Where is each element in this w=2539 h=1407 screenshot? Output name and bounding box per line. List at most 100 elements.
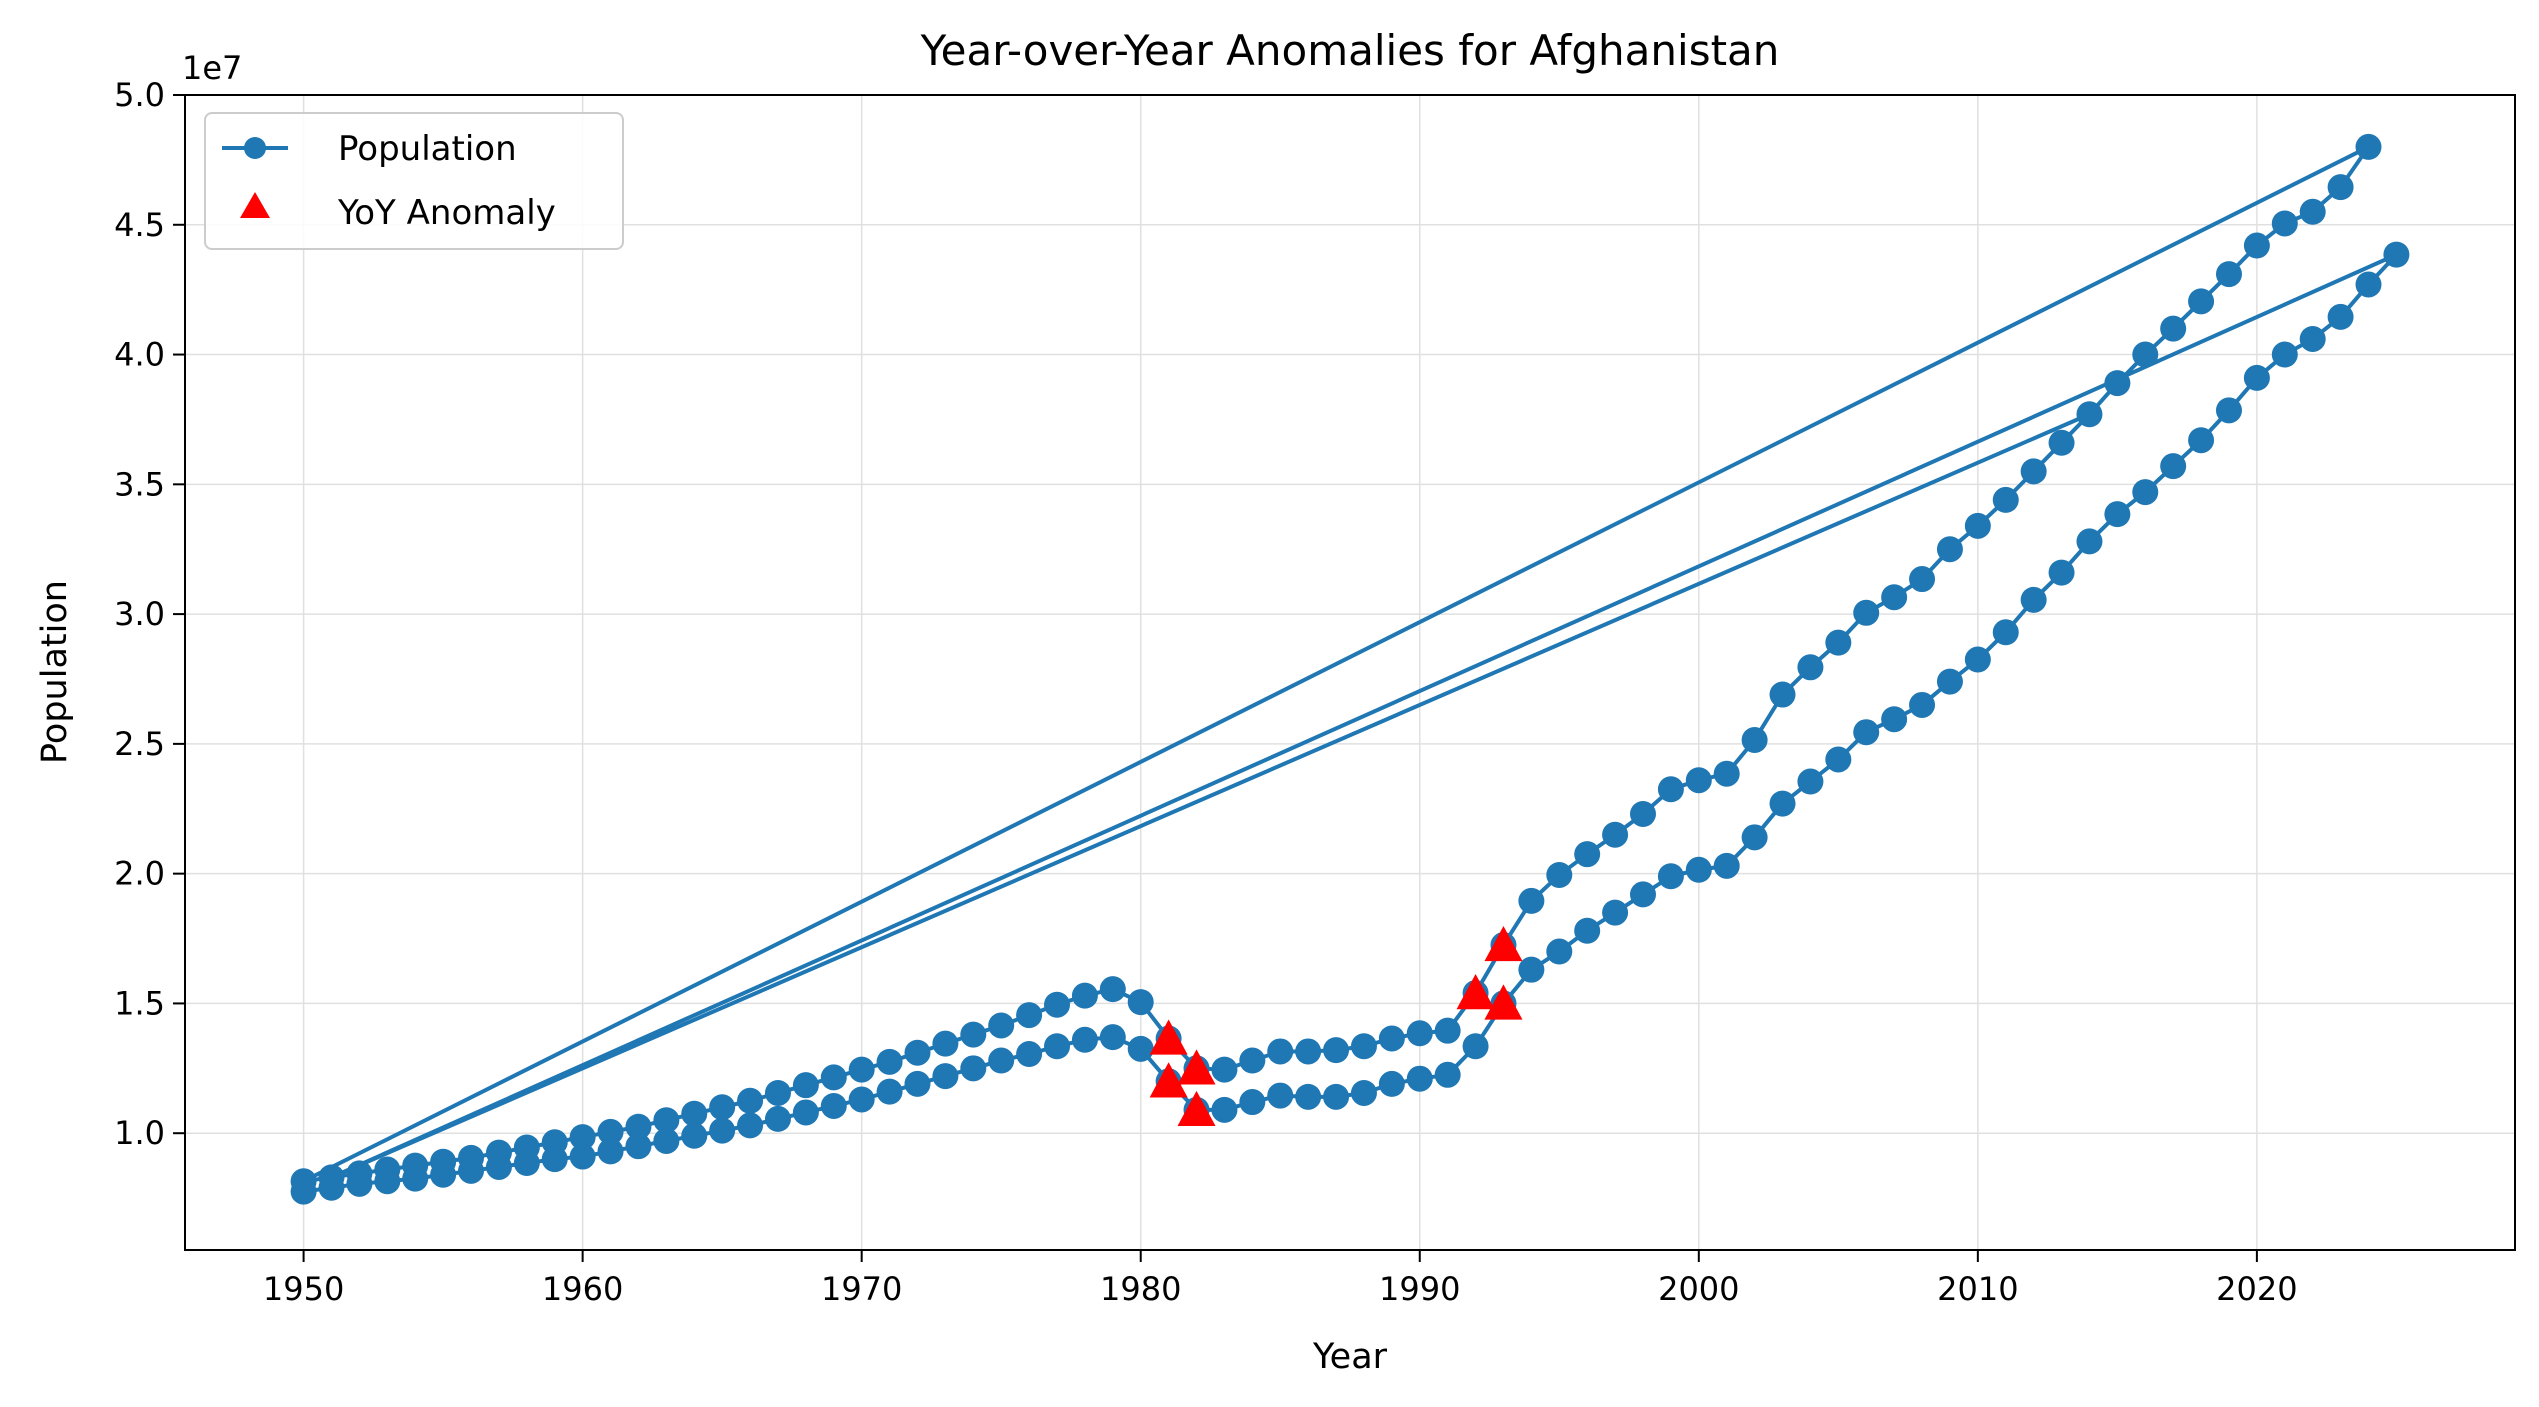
population-point	[1350, 1079, 1377, 1106]
population-point	[2271, 341, 2298, 368]
yoy-anomaly-marker	[1149, 1019, 1188, 1055]
x-tick-label: 1960	[542, 1270, 623, 1308]
population-point	[1099, 1024, 1126, 1051]
plot-data	[290, 133, 2410, 1205]
population-point	[737, 1087, 764, 1114]
population-point	[2215, 397, 2242, 424]
yoy-anomaly-marker	[1484, 926, 1523, 962]
population-point	[820, 1064, 847, 1091]
population-point	[2160, 315, 2187, 342]
population-point	[848, 1056, 875, 1083]
population-point	[1378, 1070, 1405, 1097]
population-point	[2299, 198, 2326, 225]
legend-box	[204, 112, 624, 250]
population-point	[1825, 746, 1852, 773]
x-axis-title: Year	[1312, 1337, 1388, 1377]
x-tick-label: 2000	[1658, 1270, 1739, 1308]
population-point	[318, 1174, 345, 1201]
population-point	[2132, 479, 2159, 506]
population-point	[1295, 1038, 1322, 1065]
y-tick-label: 1.5	[114, 984, 165, 1022]
population-point	[764, 1079, 791, 1106]
plot-frame	[184, 94, 2516, 1251]
population-point	[1713, 760, 1740, 787]
population-point	[1881, 584, 1908, 611]
population-point	[1602, 899, 1629, 926]
population-point	[2076, 401, 2103, 428]
population-point	[1769, 790, 1796, 817]
legend-triangle-marker-icon	[240, 192, 270, 218]
population-point	[2243, 232, 2270, 259]
population-point	[1434, 1017, 1461, 1044]
population-point	[1350, 1033, 1377, 1060]
population-point	[792, 1072, 819, 1099]
population-point	[1741, 726, 1768, 753]
population-point	[1071, 1026, 1098, 1053]
population-point	[2383, 241, 2410, 268]
population-point	[1629, 881, 1656, 908]
population-point	[1016, 1002, 1043, 1029]
population-point	[1546, 861, 1573, 888]
population-point	[709, 1094, 736, 1121]
population-point	[2020, 458, 2047, 485]
population-point	[1741, 824, 1768, 851]
population-point	[625, 1113, 652, 1140]
population-line-segment	[302, 145, 2370, 1184]
population-point	[625, 1133, 652, 1160]
population-point	[2048, 559, 2075, 586]
population-point	[653, 1107, 680, 1134]
population-point	[346, 1170, 373, 1197]
population-point	[1992, 486, 2019, 513]
population-point	[1546, 938, 1573, 965]
population-point	[681, 1100, 708, 1127]
y-tick-label: 2.5	[114, 725, 165, 763]
population-point	[485, 1153, 512, 1180]
population-point	[1853, 719, 1880, 746]
population-point	[1406, 1065, 1433, 1092]
population-point	[960, 1055, 987, 1082]
legend-label-population: Population	[338, 129, 517, 169]
population-point	[1769, 681, 1796, 708]
population-point	[876, 1078, 903, 1105]
population-point	[1099, 976, 1126, 1003]
population-point	[1239, 1089, 1266, 1116]
x-tick-label: 1970	[821, 1270, 902, 1308]
population-point	[848, 1086, 875, 1113]
yoy-anomaly-marker	[1484, 984, 1523, 1020]
population-point	[2355, 271, 2382, 298]
population-point	[1267, 1082, 1294, 1109]
legend-label-yoy-anomaly: YoY Anomaly	[337, 193, 556, 233]
y-axis-offset-label: 1e7	[182, 49, 242, 87]
population-point	[1518, 956, 1545, 983]
population-point	[960, 1021, 987, 1048]
population-point	[1323, 1037, 1350, 1064]
population-point	[1044, 991, 1071, 1018]
population-point	[1295, 1083, 1322, 1110]
population-point	[1797, 654, 1824, 681]
population-point	[1936, 668, 1963, 695]
population-point	[1211, 1096, 1238, 1123]
population-point	[1685, 856, 1712, 883]
population-point	[681, 1122, 708, 1149]
x-tick-label: 1980	[1100, 1270, 1181, 1308]
population-point	[2104, 370, 2131, 397]
axis-ticks: 1950 1960 1970 1980 1990 2000 2010 2020 1.0 1.5 2.…	[114, 76, 2297, 1308]
x-tick-label: 1950	[263, 1270, 344, 1308]
population-point	[737, 1112, 764, 1139]
population-point	[374, 1168, 401, 1195]
chart-title: Year-over-Year Anomalies for Afghanistan	[920, 26, 1780, 75]
y-tick-label: 4.5	[114, 206, 165, 244]
population-point	[2132, 341, 2159, 368]
y-tick-label: 2.0	[114, 855, 165, 893]
yoy-anomaly-marker	[1177, 1049, 1216, 1085]
population-point	[597, 1118, 624, 1145]
population-point	[1267, 1038, 1294, 1065]
population-point	[1323, 1083, 1350, 1110]
population-point	[709, 1117, 736, 1144]
population-point	[1434, 1061, 1461, 1088]
population-point	[1964, 646, 1991, 673]
population-point	[2104, 501, 2131, 528]
population-point	[1406, 1020, 1433, 1047]
population-point	[2048, 429, 2075, 456]
